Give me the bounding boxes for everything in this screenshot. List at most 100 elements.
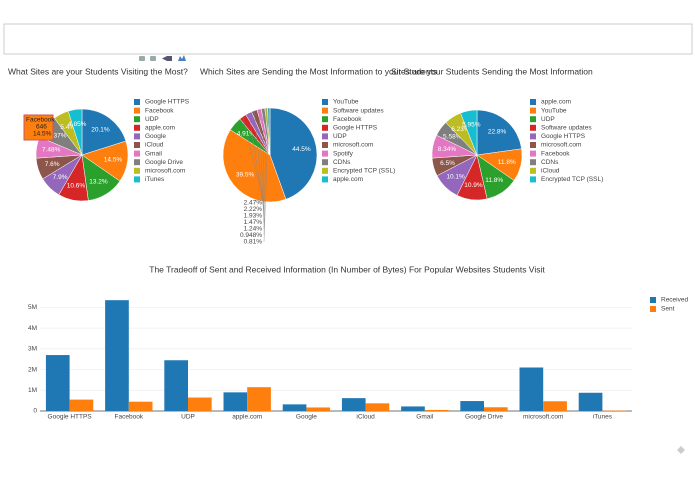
legend-label: Software updates xyxy=(541,125,592,132)
legend-label: Google Drive xyxy=(145,159,183,166)
legend-label: UDP xyxy=(145,116,159,123)
y-tick-label: 0 xyxy=(33,408,37,415)
slice-label: 5.58% xyxy=(443,134,462,141)
legend-label: iCloud xyxy=(145,142,164,149)
legend-swatch xyxy=(322,142,328,148)
label-leader xyxy=(262,108,265,230)
hover-box xyxy=(23,114,54,141)
legend-swatch xyxy=(650,297,656,303)
legend-swatch xyxy=(530,176,536,183)
legend-swatch xyxy=(134,107,140,114)
legend-swatch xyxy=(322,176,328,183)
x-tick-label: Google HTTPS xyxy=(48,414,93,421)
x-tick-label: Google Drive xyxy=(465,414,503,421)
legend-label: Encrypted TCP (SSL) xyxy=(541,176,603,183)
legend-swatch xyxy=(134,116,140,123)
slice-label: 10.9% xyxy=(464,182,483,189)
legend-label: CDNs xyxy=(541,159,559,166)
legend-swatch xyxy=(134,176,140,183)
slice-label: 1.47% xyxy=(244,219,263,226)
slice-label: 11.8% xyxy=(485,177,503,184)
bar xyxy=(188,397,212,411)
legend-swatch xyxy=(322,159,328,166)
bar xyxy=(543,401,567,411)
legend-swatch xyxy=(530,99,536,105)
y-tick-label: 4M xyxy=(28,325,37,332)
legend-swatch xyxy=(322,107,328,114)
bar xyxy=(484,407,508,411)
slice-label: 5.4% xyxy=(60,124,75,131)
x-tick-label: Google xyxy=(296,414,317,421)
legend-label: Facebook xyxy=(541,150,570,157)
slice-label: 0.81% xyxy=(244,239,263,246)
pie-slice xyxy=(269,107,318,200)
x-tick-label: UDP xyxy=(181,414,195,421)
pie-title: Which Sites are Sending the Most Informa… xyxy=(200,66,437,76)
pie-slice xyxy=(476,109,522,156)
legend-label: CDNs xyxy=(333,159,351,166)
label-leader xyxy=(248,113,265,210)
bar-title: The Tradeoff of Sent and Received Inform… xyxy=(149,264,545,274)
slice-label: 1.93% xyxy=(244,213,263,220)
hover-text: 646 xyxy=(36,124,47,131)
legend-label: apple.com xyxy=(541,99,571,106)
legend-label: YouTube xyxy=(333,99,359,106)
legend-swatch xyxy=(322,133,328,140)
x-tick-label: Gmail xyxy=(416,414,434,421)
legend-label: Sent xyxy=(661,306,675,313)
legend-label: Google HTTPS xyxy=(541,133,586,140)
legend-swatch xyxy=(530,116,536,123)
tool-icon[interactable] xyxy=(139,56,145,61)
slice-label: 14.5% xyxy=(104,156,123,163)
legend-swatch xyxy=(530,150,536,157)
y-tick-label: 3M xyxy=(28,346,37,353)
slice-label: 22.8% xyxy=(488,129,507,136)
legend-label: Software updates xyxy=(333,107,384,114)
bar xyxy=(424,409,449,411)
tool-icon[interactable] xyxy=(178,55,186,61)
legend-swatch xyxy=(322,150,328,157)
legend-label: Facebook xyxy=(145,107,174,114)
slice-label: 8.37% xyxy=(48,132,67,139)
legend-label: YouTube xyxy=(541,107,567,114)
hover-text: Facebook xyxy=(26,117,55,124)
pie-title: Sites are your Students Sending the Most… xyxy=(391,66,593,76)
slice-label: 0.948% xyxy=(240,232,262,239)
pie-slice xyxy=(67,108,83,156)
text-box[interactable] xyxy=(3,23,693,55)
legend-swatch xyxy=(134,124,140,131)
legend-label: iCloud xyxy=(541,168,560,175)
y-tick-label: 1M xyxy=(28,387,37,394)
legend-swatch xyxy=(134,150,140,157)
label-leader xyxy=(254,110,265,217)
slice-label: 7.48% xyxy=(42,147,61,154)
x-tick-label: iCloud xyxy=(356,414,375,421)
pie-slice xyxy=(81,108,127,156)
label-leader xyxy=(242,116,265,204)
tool-icon[interactable] xyxy=(162,56,172,61)
legend-label: iTunes xyxy=(145,176,165,183)
legend-swatch xyxy=(530,142,536,148)
legend-label: Facebook xyxy=(333,116,362,123)
slice-label: 4.91% xyxy=(237,131,256,138)
legend-label: UDP xyxy=(333,133,347,140)
legend-swatch xyxy=(134,142,140,148)
legend-label: microsoft.com xyxy=(333,142,373,149)
slice-label: 20.1% xyxy=(91,126,110,133)
bar xyxy=(247,387,271,411)
pie-slice xyxy=(222,129,287,203)
bar xyxy=(578,392,603,411)
legend-label: microsoft.com xyxy=(145,168,185,175)
legend-label: Received xyxy=(661,297,688,304)
tool-icon[interactable] xyxy=(150,56,156,61)
slice-label: 5.95% xyxy=(462,122,481,129)
pie-titles: What Sites are your Students Visiting th… xyxy=(8,66,593,76)
toolbar xyxy=(139,55,186,61)
bar xyxy=(69,399,94,411)
corner-icon[interactable] xyxy=(677,446,685,454)
legend-swatch xyxy=(530,159,536,166)
x-tick-label: Facebook xyxy=(115,414,144,421)
